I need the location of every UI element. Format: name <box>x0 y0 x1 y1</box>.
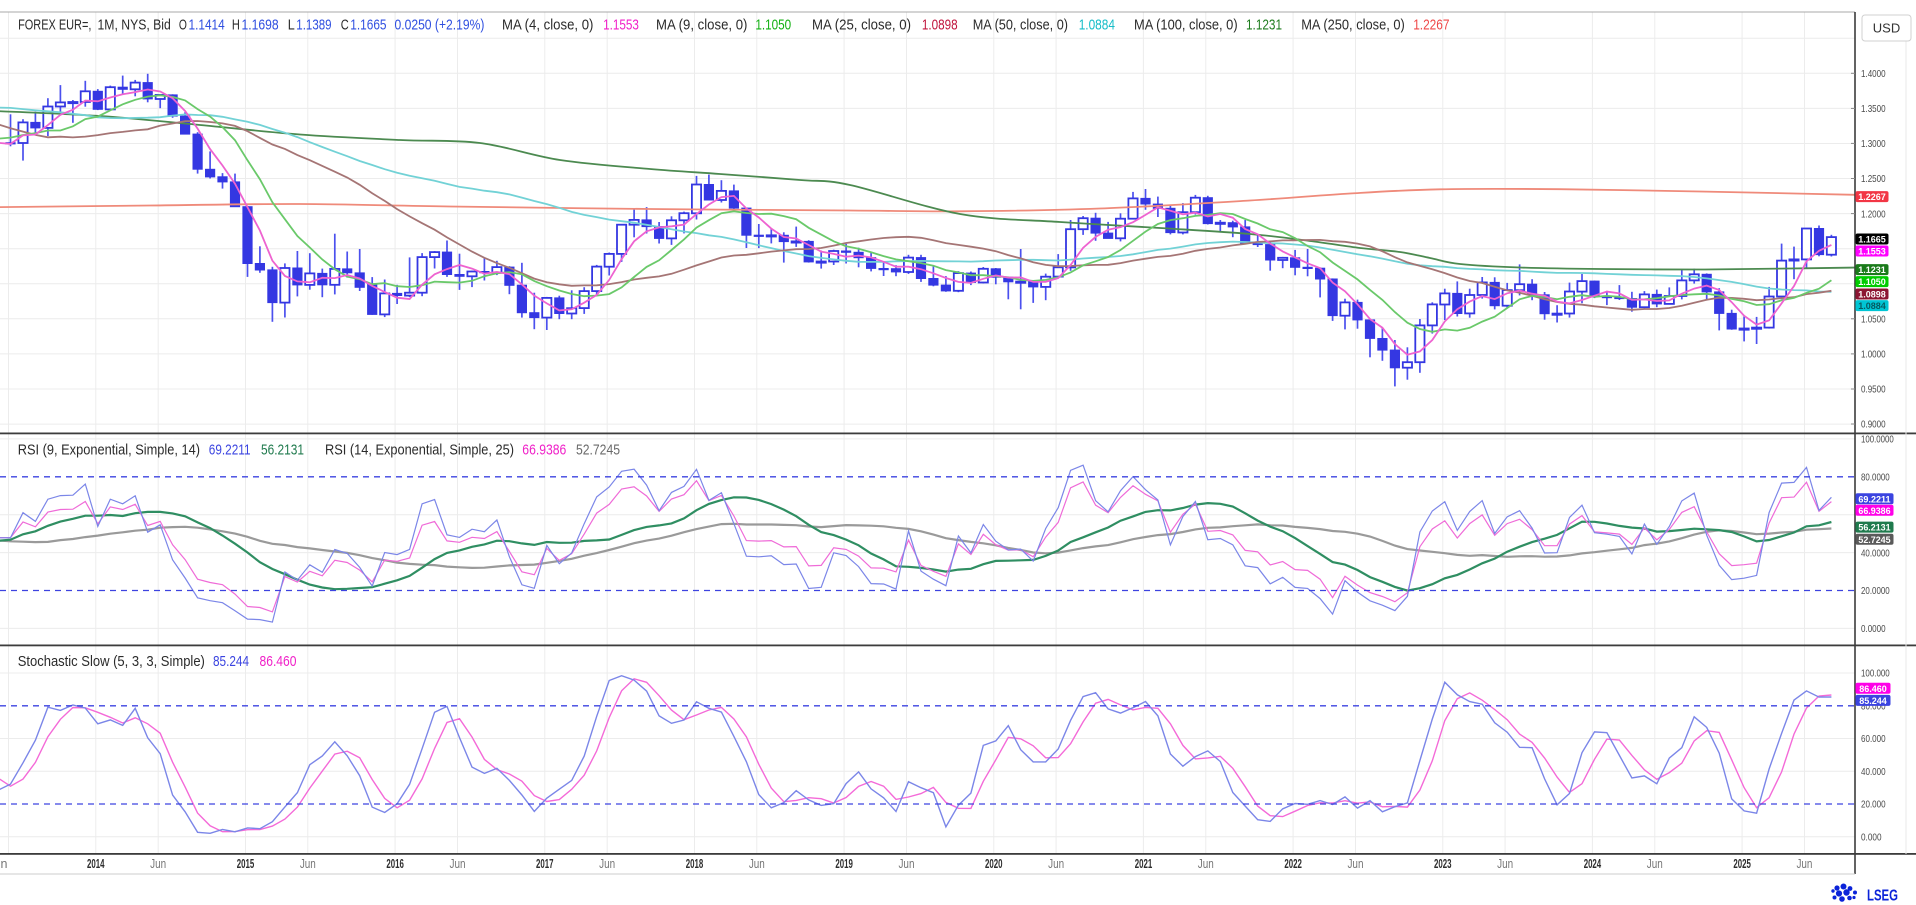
svg-text:69.2211: 69.2211 <box>209 442 251 459</box>
svg-text:Jun: Jun <box>1347 857 1363 871</box>
svg-text:Jun: Jun <box>1647 857 1663 871</box>
svg-text:1.0500: 1.0500 <box>1861 314 1886 326</box>
svg-text:2024: 2024 <box>1584 857 1602 871</box>
svg-text:86.460: 86.460 <box>260 653 297 670</box>
svg-text:1.1389: 1.1389 <box>296 17 331 34</box>
svg-text:2019: 2019 <box>835 857 853 871</box>
svg-text:0.0000: 0.0000 <box>1861 623 1886 635</box>
svg-text:100.000: 100.000 <box>1861 668 1890 680</box>
svg-text:O: O <box>179 17 187 34</box>
svg-text:0.9000: 0.9000 <box>1861 419 1886 431</box>
svg-text:Jun: Jun <box>1198 857 1214 871</box>
svg-text:1.2267: 1.2267 <box>1413 17 1449 34</box>
svg-text:MA (250, close, 0): MA (250, close, 0) <box>1301 17 1405 34</box>
svg-text:MA (4, close, 0): MA (4, close, 0) <box>502 17 593 34</box>
svg-text:Stochastic Slow (5, 3, 3, Simp: Stochastic Slow (5, 3, 3, Simple) <box>18 653 205 670</box>
svg-text:n: n <box>1 857 8 871</box>
svg-text:Jun: Jun <box>1048 857 1064 871</box>
svg-text:1.1050: 1.1050 <box>755 17 791 34</box>
svg-text:85.244: 85.244 <box>1859 696 1887 707</box>
svg-text:USD: USD <box>1873 21 1900 36</box>
svg-text:MA (9, close, 0): MA (9, close, 0) <box>656 17 747 34</box>
svg-text:LSEG: LSEG <box>1867 888 1898 905</box>
svg-text:40.000: 40.000 <box>1861 766 1886 778</box>
svg-text:L: L <box>288 17 295 34</box>
svg-text:MA (25, close, 0): MA (25, close, 0) <box>812 17 911 34</box>
svg-text:1.1050: 1.1050 <box>1858 277 1886 288</box>
svg-text:0.000: 0.000 <box>1861 832 1882 844</box>
svg-text:2017: 2017 <box>536 857 554 871</box>
svg-text:1.2267: 1.2267 <box>1858 192 1886 203</box>
svg-text:40.0000: 40.0000 <box>1861 547 1890 559</box>
svg-text:1.0884: 1.0884 <box>1858 301 1886 312</box>
svg-text:80.0000: 80.0000 <box>1861 472 1890 484</box>
svg-text:1.0000: 1.0000 <box>1861 349 1886 361</box>
svg-text:2025: 2025 <box>1733 857 1751 871</box>
svg-text:56.2131: 56.2131 <box>1858 523 1891 534</box>
svg-text:66.9386: 66.9386 <box>1858 506 1890 517</box>
svg-text:FOREX EUR=,: FOREX EUR=, <box>18 17 91 34</box>
svg-text:Jun: Jun <box>150 857 166 871</box>
svg-text:Jun: Jun <box>749 857 765 871</box>
svg-text:1M, NYS, Bid: 1M, NYS, Bid <box>98 17 171 34</box>
svg-text:56.2131: 56.2131 <box>261 442 304 459</box>
svg-text:2018: 2018 <box>686 857 704 871</box>
svg-text:1.1231: 1.1231 <box>1246 17 1282 34</box>
svg-text:2022: 2022 <box>1284 857 1302 871</box>
svg-text:85.244: 85.244 <box>213 653 249 670</box>
svg-text:1.2500: 1.2500 <box>1861 173 1886 185</box>
svg-text:1.2000: 1.2000 <box>1861 208 1886 220</box>
svg-text:1.1665: 1.1665 <box>1858 235 1886 246</box>
svg-text:2020: 2020 <box>985 857 1003 871</box>
svg-text:Jun: Jun <box>599 857 615 871</box>
svg-text:Jun: Jun <box>898 857 914 871</box>
svg-text:66.9386: 66.9386 <box>522 442 566 459</box>
svg-text:Jun: Jun <box>449 857 465 871</box>
svg-text:20.0000: 20.0000 <box>1861 585 1890 597</box>
svg-text:69.2211: 69.2211 <box>1858 494 1891 505</box>
svg-text:2023: 2023 <box>1434 857 1452 871</box>
svg-text:0.9500: 0.9500 <box>1861 384 1886 396</box>
svg-text:86.460: 86.460 <box>1859 684 1887 695</box>
svg-text:RSI (9, Exponential, Simple, 1: RSI (9, Exponential, Simple, 14) <box>18 442 200 459</box>
svg-text:H: H <box>232 17 240 34</box>
svg-text:1.3500: 1.3500 <box>1861 103 1886 115</box>
svg-text:MA (50, close, 0): MA (50, close, 0) <box>973 17 1068 34</box>
svg-text:2016: 2016 <box>386 857 404 871</box>
svg-text:1.0884: 1.0884 <box>1079 17 1115 34</box>
svg-text:60.000: 60.000 <box>1861 733 1886 745</box>
svg-text:RSI (14, Exponential, Simple,: RSI (14, Exponential, Simple, 25) <box>325 442 514 459</box>
svg-text:1.1231: 1.1231 <box>1858 265 1886 276</box>
svg-text:MA (100, close, 0): MA (100, close, 0) <box>1134 17 1238 34</box>
svg-text:100.0000: 100.0000 <box>1861 434 1894 446</box>
svg-text:2015: 2015 <box>237 857 255 871</box>
svg-text:Jun: Jun <box>300 857 316 871</box>
svg-text:C: C <box>341 17 349 34</box>
svg-text:1.1698: 1.1698 <box>242 17 279 34</box>
svg-text:1.0898: 1.0898 <box>1858 290 1886 301</box>
svg-text:20.000: 20.000 <box>1861 799 1886 811</box>
svg-text:52.7245: 52.7245 <box>1858 535 1891 546</box>
svg-text:52.7245: 52.7245 <box>576 442 620 459</box>
svg-text:Jun: Jun <box>1796 857 1812 871</box>
svg-text:1.1553: 1.1553 <box>1858 247 1886 258</box>
svg-text:2014: 2014 <box>87 857 105 871</box>
svg-text:0.0250 (+2.19%): 0.0250 (+2.19%) <box>395 17 485 34</box>
svg-text:1.1553: 1.1553 <box>603 17 639 34</box>
svg-text:1.0898: 1.0898 <box>922 17 958 34</box>
svg-text:1.1414: 1.1414 <box>189 17 225 34</box>
svg-text:1.3000: 1.3000 <box>1861 138 1886 150</box>
svg-text:1.1665: 1.1665 <box>350 17 386 34</box>
svg-text:Jun: Jun <box>1497 857 1513 871</box>
svg-text:2021: 2021 <box>1135 857 1153 871</box>
svg-text:1.4000: 1.4000 <box>1861 68 1886 80</box>
